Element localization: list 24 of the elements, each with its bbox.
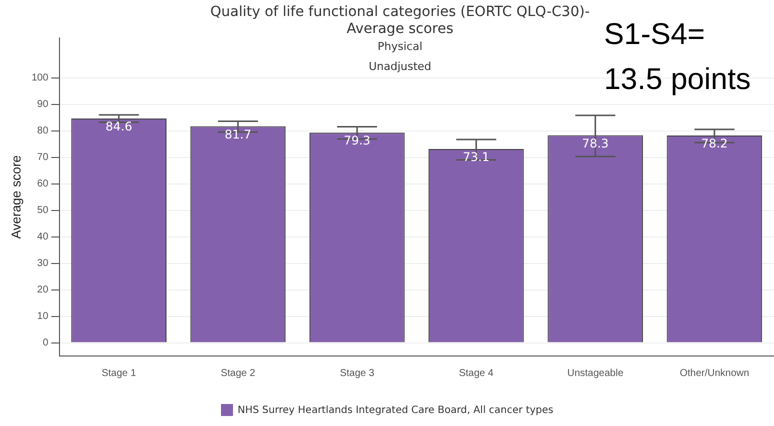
chart-subtitle: Physical [376, 40, 424, 53]
x-tick-label: Unstageable [567, 368, 624, 379]
y-tick-label: 50 [37, 205, 49, 216]
legend-label: NHS Surrey Heartlands Integrated Care Board, All cancer types [238, 404, 554, 416]
y-tick-label: 0 [42, 338, 49, 348]
y-tick-label: 90 [37, 99, 49, 110]
y-tick-label: 100 [32, 72, 49, 84]
y-tick-label: 40 [37, 232, 49, 242]
y-tick-label: 60 [37, 178, 49, 190]
y-tick-label: 80 [37, 126, 49, 136]
x-tick-label: Stage 3 [340, 368, 375, 379]
annotation: S1-S4= 13.5 points [604, 17, 751, 98]
annotation: Unadjusted [368, 60, 432, 73]
y-tick-label: 70 [37, 152, 49, 163]
y-axis-title: Average score [8, 155, 24, 239]
x-tick-label: Stage 2 [220, 368, 256, 379]
x-tick-label: Stage 1 [102, 368, 137, 379]
y-tick-label: 30 [37, 258, 49, 269]
x-tick-label: Stage 4 [458, 368, 494, 379]
data-label: 84.6 [105, 120, 132, 134]
x-tick-label: Other/Unknown [680, 368, 750, 379]
y-tick-label: 20 [37, 284, 49, 296]
chart-title: Quality of life functional categories (EORTC QLQ-C30)- Average scores [209, 4, 591, 38]
y-tick-label: 10 [37, 311, 49, 322]
